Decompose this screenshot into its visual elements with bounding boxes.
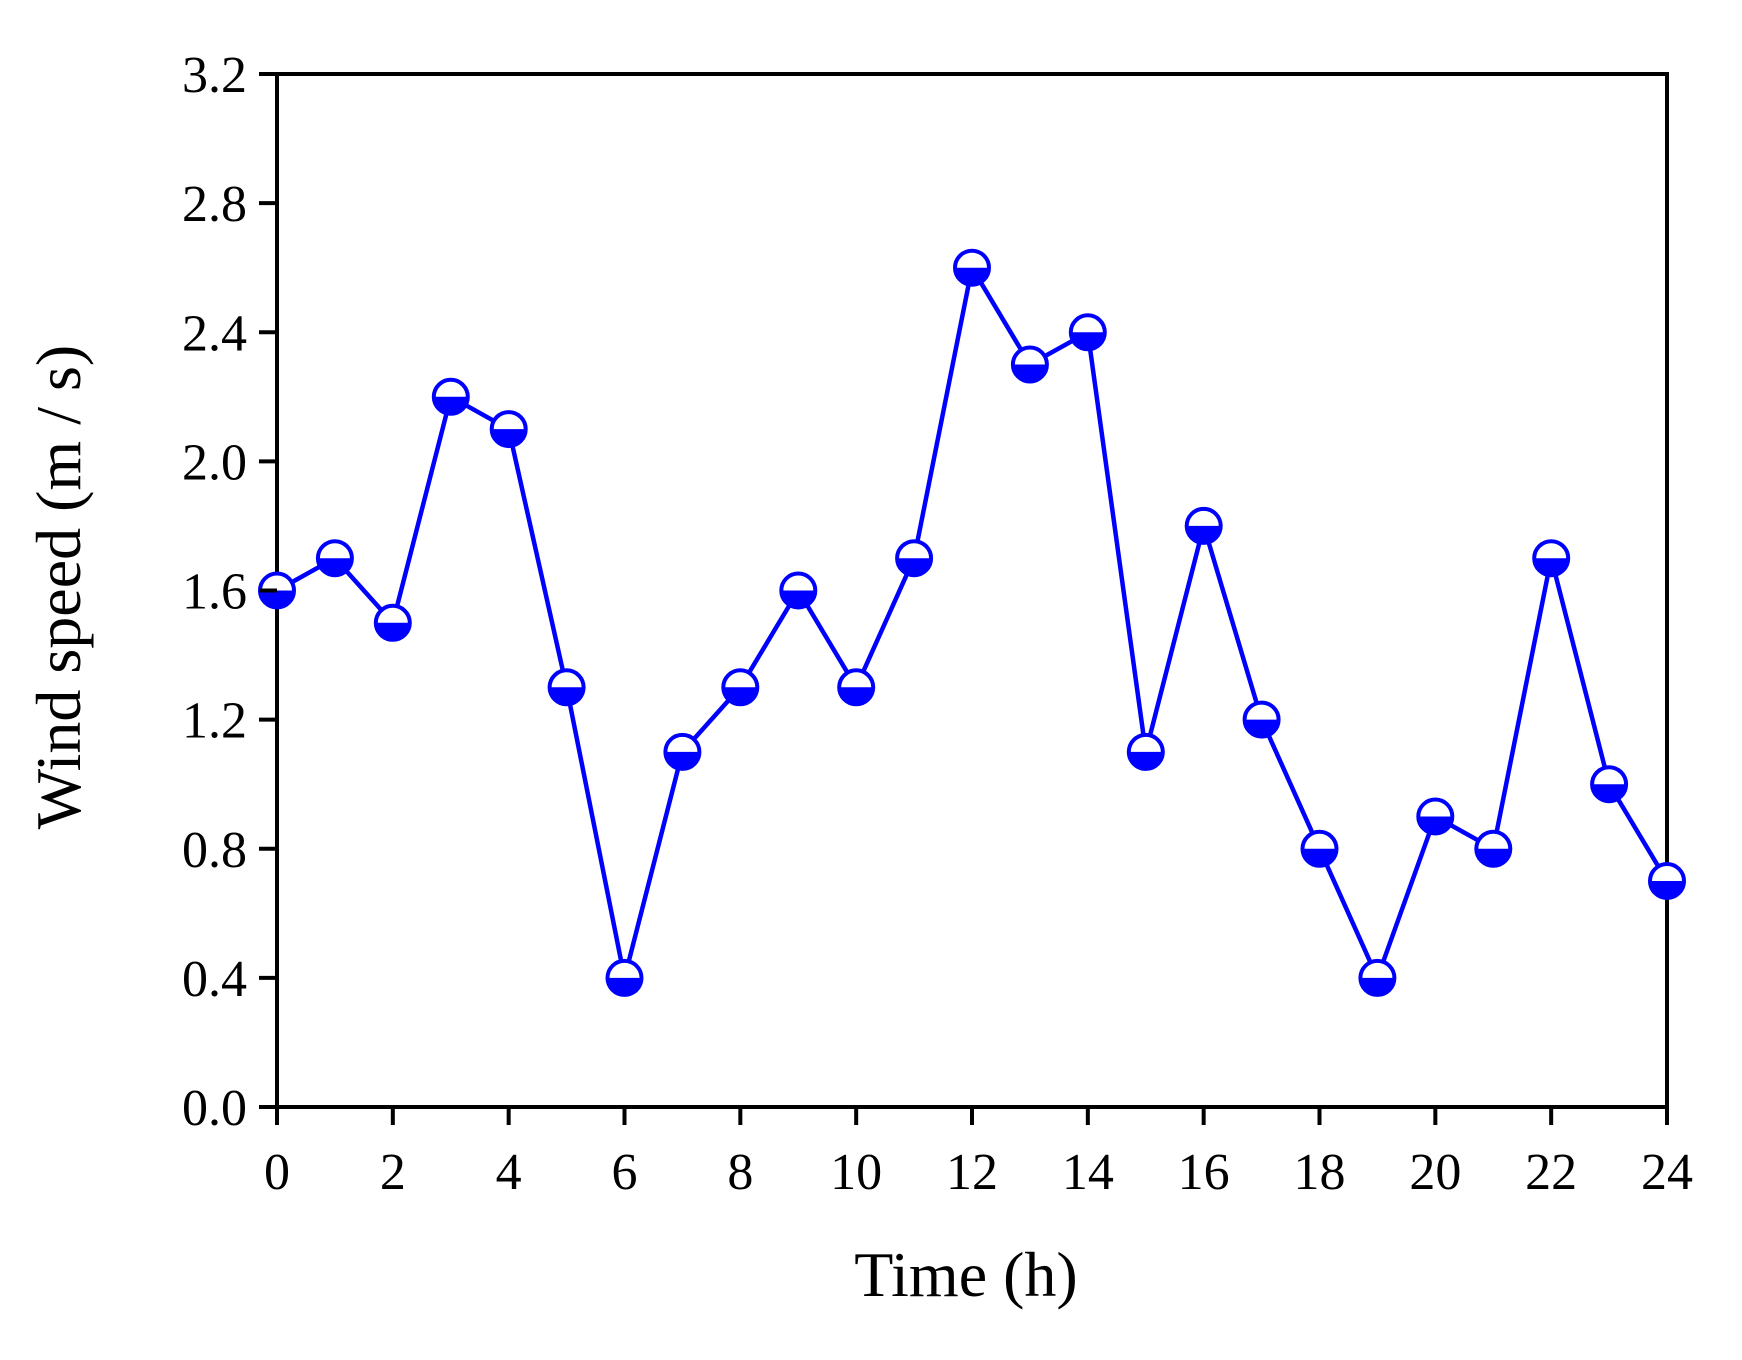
data-point <box>779 571 818 610</box>
data-point <box>489 410 528 449</box>
data-point <box>1590 765 1629 804</box>
x-axis: 0 2 4 6 8 10 12 14 16 18 20 22 24 <box>264 1107 1693 1201</box>
data-point <box>895 539 934 578</box>
data-point <box>953 248 991 287</box>
marker-outline <box>1010 345 1049 384</box>
y-tick-label: 1.2 <box>182 693 247 750</box>
x-tick-label: 6 <box>612 1144 638 1201</box>
marker-outline <box>1242 700 1281 739</box>
y-tick-label: 0.4 <box>182 951 247 1008</box>
marker-outline <box>1126 732 1165 771</box>
marker-outline <box>837 668 876 707</box>
marker-outline <box>1300 829 1339 868</box>
data-point <box>721 668 760 707</box>
data-point <box>431 377 470 416</box>
y-tick-label: 2.4 <box>182 305 247 362</box>
x-tick-label: 12 <box>946 1144 998 1201</box>
data-point <box>1242 700 1281 739</box>
y-tick-label: 2.8 <box>182 176 247 233</box>
data-point <box>1300 829 1339 868</box>
data-point <box>1532 539 1571 578</box>
data-point <box>1358 958 1397 997</box>
marker-outline <box>489 410 528 449</box>
x-tick-label: 24 <box>1641 1144 1693 1201</box>
x-tick-label: 4 <box>496 1144 522 1201</box>
marker-outline <box>663 732 702 771</box>
y-axis: 0.0 0.4 0.8 1.2 1.6 2.0 2.4 2.8 3.2 <box>182 47 277 1137</box>
x-axis-title: Time (h) <box>854 1239 1077 1310</box>
data-point <box>373 603 412 642</box>
x-tick-label: 10 <box>830 1144 882 1201</box>
x-tick-label: 14 <box>1062 1144 1114 1201</box>
y-tick-label: 0.8 <box>182 822 247 879</box>
data-point <box>1648 862 1686 900</box>
data-point <box>1474 829 1513 868</box>
series-line <box>275 265 1669 981</box>
data-point <box>1010 345 1049 384</box>
marker-outline <box>315 539 354 578</box>
y-tick-label: 2.0 <box>182 434 247 491</box>
marker-outline <box>1184 506 1223 545</box>
data-point <box>837 668 876 707</box>
y-tick-label: 0.0 <box>182 1080 247 1137</box>
x-tick-label: 2 <box>380 1144 406 1201</box>
y-tick-label: 1.6 <box>182 564 247 621</box>
data-point <box>605 958 644 997</box>
x-tick-label: 20 <box>1409 1144 1461 1201</box>
marker-outline <box>547 668 586 707</box>
marker-outline <box>605 958 644 997</box>
marker-outline <box>431 377 470 416</box>
plot-frame <box>275 72 1669 1109</box>
plot-area <box>258 72 1686 1109</box>
marker-outline <box>1590 765 1629 804</box>
marker-outline <box>373 603 412 642</box>
x-tick-label: 0 <box>264 1144 290 1201</box>
marker-outline <box>1474 829 1513 868</box>
y-tick-label: 3.2 <box>182 47 247 104</box>
data-point <box>663 732 702 771</box>
data-point <box>1184 506 1223 545</box>
data-point <box>547 668 586 707</box>
data-point <box>1126 732 1165 771</box>
marker-outline <box>1068 313 1107 352</box>
marker-outline <box>779 571 818 610</box>
x-tick-label: 22 <box>1525 1144 1577 1201</box>
data-point <box>1068 313 1107 352</box>
marker-outline <box>1358 958 1397 997</box>
marker-outline <box>895 539 934 578</box>
marker-outline <box>1416 797 1455 836</box>
data-point <box>315 539 354 578</box>
marker-outline <box>721 668 760 707</box>
y-axis-title: Wind speed (m / s) <box>23 345 94 829</box>
data-point <box>1416 797 1455 836</box>
x-tick-label: 18 <box>1294 1144 1346 1201</box>
marker-outline <box>953 248 991 287</box>
marker-outline <box>1532 539 1571 578</box>
marker-outline <box>1648 862 1686 900</box>
x-tick-label: 16 <box>1178 1144 1230 1201</box>
x-tick-label: 8 <box>727 1144 753 1201</box>
